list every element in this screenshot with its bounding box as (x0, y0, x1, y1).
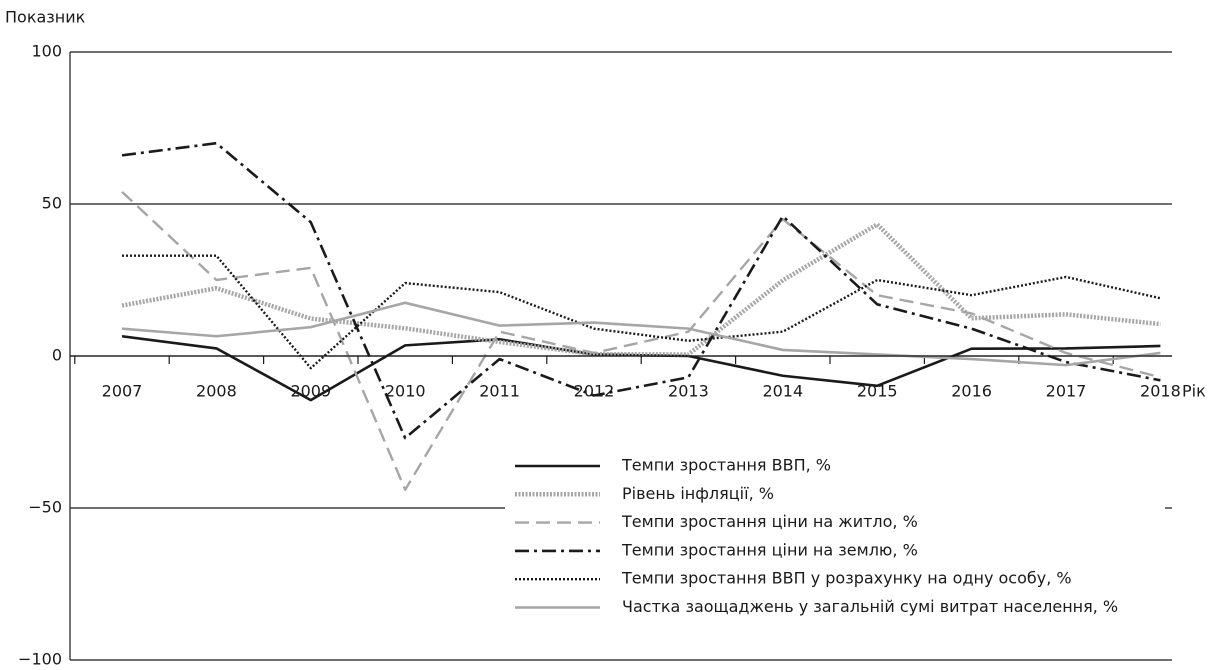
x-tick-label: 2011 (479, 382, 520, 401)
legend-label: Частка заощаджень у загальній сумі витра… (622, 597, 1118, 616)
legend: Темпи зростання ВВП, % Рівень інфляції, %… (505, 450, 1165, 622)
legend-label: Темпи зростання ціни на землю, % (621, 540, 918, 559)
y-tick-label: −100 (18, 650, 62, 667)
x-tick-label: 2007 (102, 382, 143, 401)
y-tick-label: 50 (42, 194, 62, 213)
series-line (121, 190, 1161, 491)
x-tick-label: 2015 (857, 382, 898, 401)
legend-label: Рівень інфляції, % (622, 484, 774, 503)
x-tick-label: 2010 (385, 382, 426, 401)
legend-box (505, 450, 1165, 622)
series-line (122, 254, 1161, 370)
x-tick-label: 2013 (668, 382, 709, 401)
series-line (121, 301, 1161, 367)
x-tick-label: 2014 (762, 382, 803, 401)
y-tick-label: 100 (31, 42, 62, 61)
series-line (121, 141, 1161, 440)
legend-label: Темпи зростання ціни на житло, % (621, 512, 918, 531)
y-tick-label: −50 (28, 498, 62, 517)
series-line (121, 334, 1161, 402)
x-tick-label: 2008 (196, 382, 237, 401)
x-tick-label: 2016 (951, 382, 992, 401)
x-tick-label: 2017 (1046, 382, 1087, 401)
x-axis-label: Рік (1182, 382, 1206, 401)
y-axis-label: Показник (5, 8, 86, 27)
x-tick-label: 2012 (574, 382, 615, 401)
legend-label: Темпи зростання ВВП, % (621, 456, 831, 475)
x-tick-label: 2018 (1140, 382, 1181, 401)
legend-label: Темпи зростання ВВП у розрахунку на одну… (621, 569, 1072, 588)
series-line (121, 222, 1161, 357)
y-tick-label: 0 (52, 346, 62, 365)
